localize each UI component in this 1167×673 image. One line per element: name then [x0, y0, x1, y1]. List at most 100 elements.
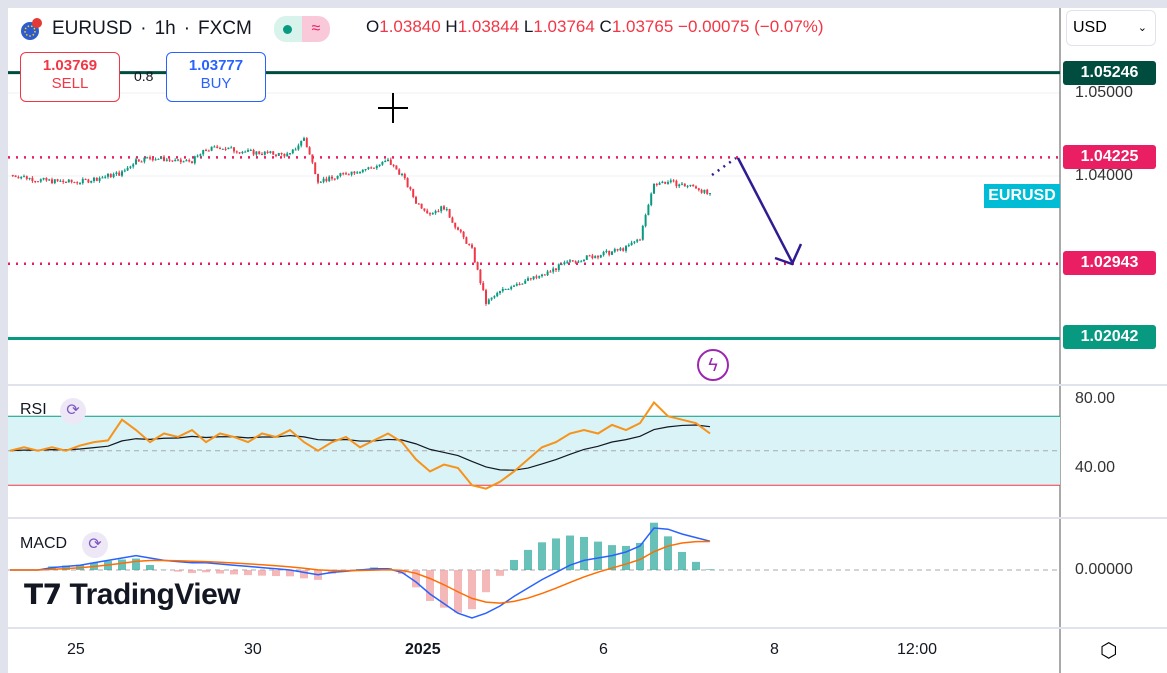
macd-histogram-bar: [678, 551, 686, 570]
macd-refresh-icon[interactable]: ⟳: [82, 532, 108, 558]
candle: [154, 159, 157, 161]
candle: [658, 183, 661, 185]
candle: [599, 255, 602, 258]
macd-histogram-bar: [524, 549, 532, 570]
candle: [308, 147, 311, 155]
candle: [249, 149, 252, 151]
arrow-head: [774, 243, 803, 266]
candle: [613, 249, 616, 252]
candle: [501, 288, 504, 292]
candle: [669, 180, 672, 183]
candle: [448, 209, 451, 218]
macd-histogram-bar: [272, 570, 280, 577]
candle: [325, 178, 328, 182]
candle: [37, 181, 39, 183]
candle: [583, 259, 585, 262]
candle: [193, 156, 196, 164]
candle: [361, 169, 364, 172]
candle: [191, 161, 193, 164]
candle: [353, 171, 356, 174]
wave-icon: ≈: [301, 16, 330, 42]
candle: [62, 180, 65, 183]
symbol-header[interactable]: EURUSD · 1h · FXCM ≈: [20, 16, 330, 42]
macd-histogram-bar: [580, 536, 588, 570]
candle: [524, 280, 527, 284]
candle: [493, 296, 496, 298]
candle: [126, 167, 129, 171]
candle: [65, 182, 67, 184]
candle: [185, 160, 188, 162]
currency-select[interactable]: USD ⌄: [1066, 10, 1156, 46]
candle: [328, 176, 331, 182]
candle: [429, 213, 431, 215]
candle: [235, 151, 238, 153]
candle: [389, 159, 392, 165]
candle: [557, 264, 560, 270]
candle: [532, 276, 535, 280]
candle: [627, 245, 630, 247]
candle: [252, 149, 255, 155]
candle: [59, 180, 62, 182]
candle: [258, 151, 261, 154]
time-tick: 12:00: [897, 641, 938, 658]
candle: [207, 150, 210, 152]
candle: [238, 152, 241, 154]
candle: [423, 208, 426, 211]
buy-button[interactable]: 1.03777 BUY: [166, 52, 266, 102]
price-tag: 1.04225: [1063, 145, 1156, 169]
candle: [53, 179, 56, 184]
candle: [473, 247, 476, 263]
candle: [42, 177, 45, 180]
candle: [616, 249, 619, 251]
candle: [695, 186, 697, 189]
candle: [555, 268, 557, 270]
candle: [11, 175, 14, 177]
candle: [56, 179, 59, 181]
macd-histogram-bar: [286, 570, 294, 577]
candle: [98, 178, 101, 181]
candle: [48, 179, 51, 181]
rsi-line: [9, 400, 711, 490]
candle: [546, 271, 549, 276]
candle: [655, 184, 658, 186]
macd-histogram-bar: [188, 570, 196, 574]
lightning-alert-icon[interactable]: ϟ: [697, 349, 729, 381]
candle: [84, 179, 87, 181]
settings-icon[interactable]: ⬡: [1100, 640, 1118, 662]
candle: [364, 169, 367, 171]
projection-dotted-line: [711, 156, 737, 177]
candle: [370, 167, 373, 169]
macd-histogram-bar: [622, 545, 630, 570]
candle: [650, 193, 653, 205]
candle: [485, 290, 487, 304]
macd-histogram-bar: [566, 535, 574, 570]
candle: [499, 291, 501, 293]
spread: 0.8: [134, 68, 154, 84]
rsi-refresh-icon[interactable]: ⟳: [60, 398, 86, 424]
candle: [445, 209, 448, 211]
candle: [101, 177, 104, 179]
candle: [420, 203, 423, 209]
candle: [549, 271, 552, 273]
candle: [577, 261, 580, 263]
candle: [283, 153, 286, 157]
candle: [487, 299, 490, 304]
market-status[interactable]: ≈: [273, 16, 330, 42]
candle: [269, 151, 272, 153]
candle: [345, 173, 347, 175]
candle: [672, 180, 675, 182]
candle: [513, 285, 515, 287]
tradingview-logo[interactable]: 𝗧𝟳 TradingView: [24, 578, 241, 611]
candle: [482, 283, 485, 291]
interval[interactable]: 1h: [154, 18, 176, 39]
candle: [356, 172, 359, 174]
candle: [403, 174, 406, 179]
sell-button[interactable]: 1.03769 SELL: [20, 52, 120, 102]
macd-histogram-bar: [132, 558, 140, 570]
macd-histogram-bar: [608, 545, 616, 570]
candle: [381, 162, 384, 165]
candle: [437, 211, 440, 213]
candle: [317, 174, 319, 183]
candle: [202, 149, 205, 155]
